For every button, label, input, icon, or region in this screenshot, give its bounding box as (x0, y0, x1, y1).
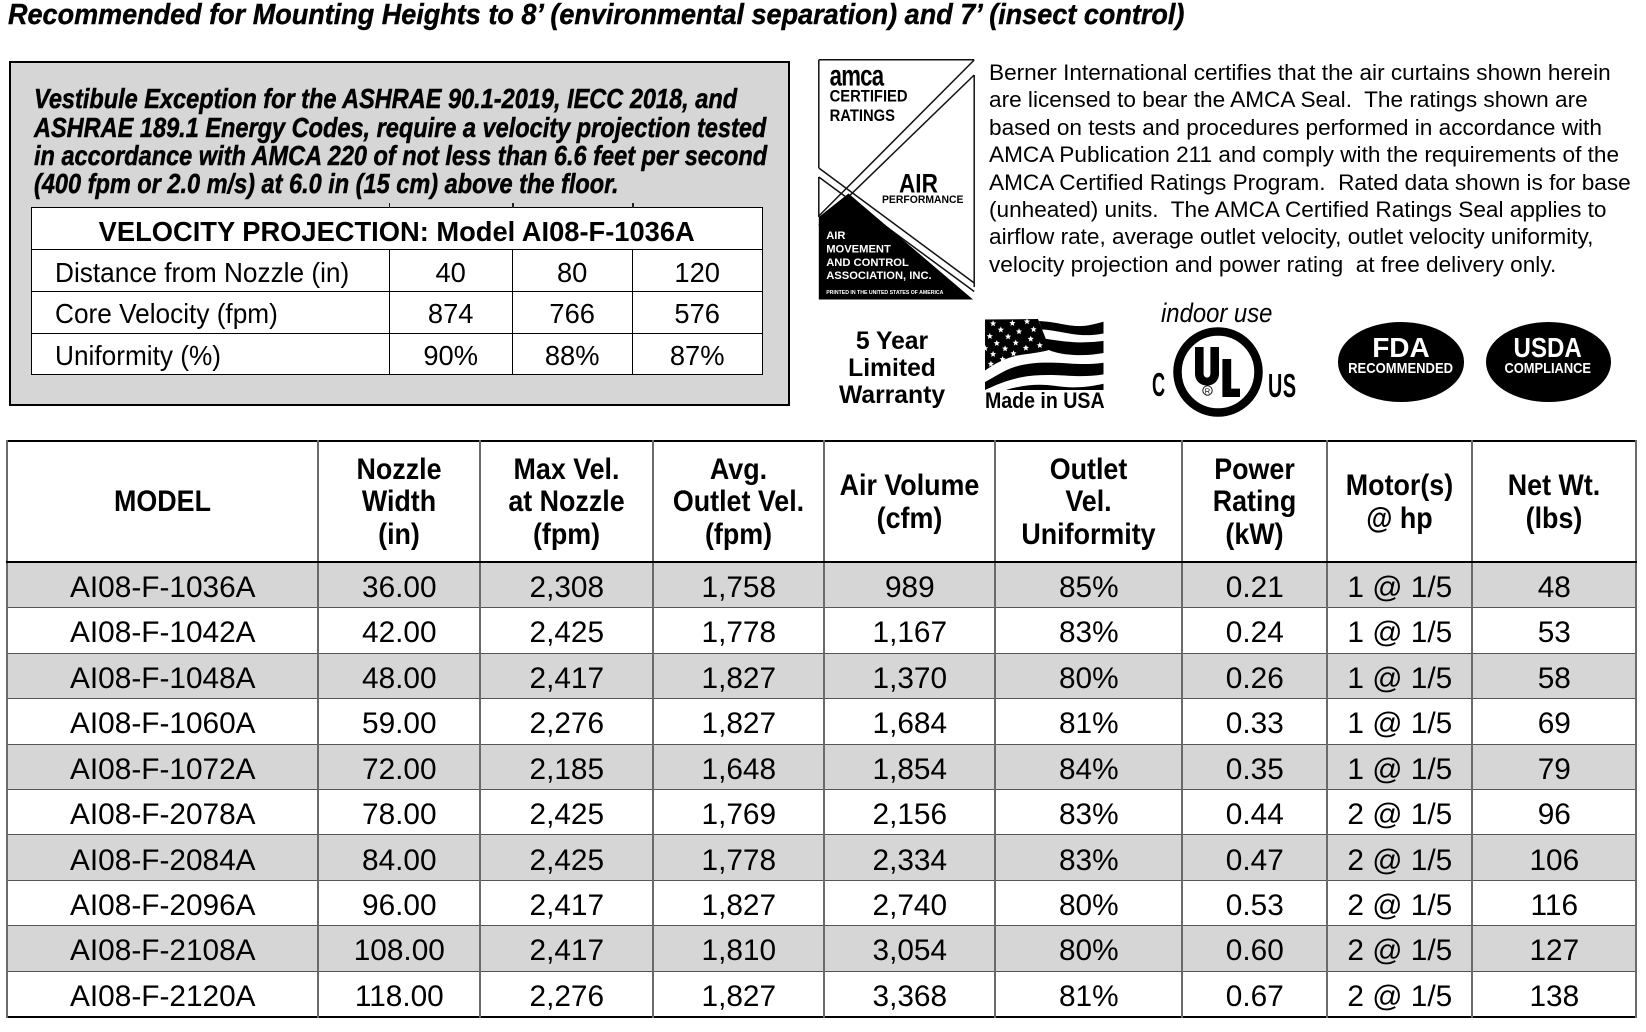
svg-text:C: C (1152, 366, 1165, 403)
svg-text:AIR: AIR (826, 230, 845, 242)
svg-text:PERFORMANCE: PERFORMANCE (882, 194, 963, 206)
svg-text:R: R (1205, 386, 1211, 395)
svg-text:amca: amca (830, 59, 885, 92)
svg-text:AND CONTROL: AND CONTROL (826, 257, 909, 269)
svg-text:PRINTED IN THE UNITED STATES O: PRINTED IN THE UNITED STATES OF AMERICA (826, 290, 943, 296)
svg-text:US: US (1268, 367, 1297, 405)
svg-text:CERTIFIED: CERTIFIED (830, 87, 908, 105)
svg-text:ASSOCIATION, INC.: ASSOCIATION, INC. (826, 270, 931, 282)
svg-text:RATINGS: RATINGS (830, 107, 895, 125)
svg-text:AIR: AIR (899, 170, 938, 199)
svg-text:MOVEMENT: MOVEMENT (826, 243, 891, 255)
